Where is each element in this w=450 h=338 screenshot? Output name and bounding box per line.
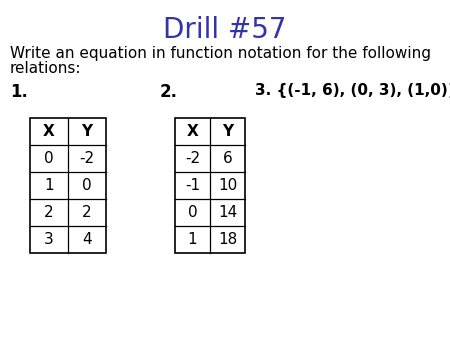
Text: Write an equation in function notation for the following: Write an equation in function notation f… bbox=[10, 46, 431, 61]
Text: 6: 6 bbox=[223, 151, 232, 166]
Text: 0: 0 bbox=[44, 151, 54, 166]
Text: 14: 14 bbox=[218, 205, 237, 220]
Text: 1: 1 bbox=[44, 178, 54, 193]
Text: 0: 0 bbox=[188, 205, 197, 220]
Text: 18: 18 bbox=[218, 232, 237, 247]
Text: Y: Y bbox=[222, 124, 233, 139]
Text: 2.: 2. bbox=[160, 83, 178, 101]
Text: 3: 3 bbox=[44, 232, 54, 247]
Text: 1.: 1. bbox=[10, 83, 28, 101]
Text: -2: -2 bbox=[185, 151, 200, 166]
Text: -1: -1 bbox=[185, 178, 200, 193]
Text: Y: Y bbox=[81, 124, 93, 139]
Text: 2: 2 bbox=[82, 205, 92, 220]
Bar bbox=[30, 118, 106, 253]
Text: 3. {(-1, 6), (0, 3), (1,0)}: 3. {(-1, 6), (0, 3), (1,0)} bbox=[255, 83, 450, 98]
Text: 4: 4 bbox=[82, 232, 92, 247]
Text: 1: 1 bbox=[188, 232, 197, 247]
Text: 0: 0 bbox=[82, 178, 92, 193]
Text: -2: -2 bbox=[80, 151, 94, 166]
Text: 2: 2 bbox=[44, 205, 54, 220]
Text: relations:: relations: bbox=[10, 61, 81, 76]
Bar bbox=[175, 118, 245, 253]
Text: Drill #57: Drill #57 bbox=[163, 16, 287, 44]
Text: X: X bbox=[43, 124, 55, 139]
Text: 10: 10 bbox=[218, 178, 237, 193]
Text: X: X bbox=[187, 124, 198, 139]
